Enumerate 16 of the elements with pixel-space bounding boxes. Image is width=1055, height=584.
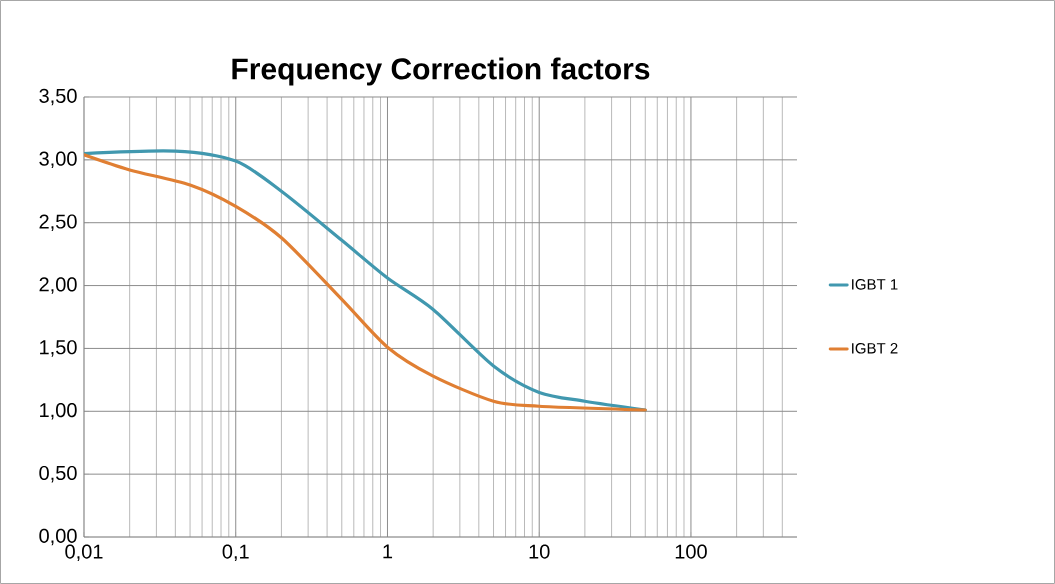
x-tick-label: 100 xyxy=(675,544,707,559)
legend-label: IGBT 2 xyxy=(852,342,898,354)
x-tick-label: 10 xyxy=(529,544,550,559)
x-tick-label: 1 xyxy=(383,544,393,559)
y-tick-label: 2,00 xyxy=(39,277,77,294)
y-tick-label: 0,50 xyxy=(39,465,77,483)
x-tick-label: 0,01 xyxy=(65,544,103,562)
legend-label: IGBT 1 xyxy=(852,279,898,290)
y-tick-label: 3,50 xyxy=(39,88,77,106)
y-tick-label: 1,00 xyxy=(40,403,77,420)
y-tick-label: 3,00 xyxy=(39,151,77,169)
x-tick-label: 0,1 xyxy=(222,544,249,562)
y-tick-label: 2,50 xyxy=(39,214,77,231)
y-tick-label: 1,50 xyxy=(40,340,77,357)
chart-title: Frequency Correction factors xyxy=(232,57,650,86)
y-tick-label: 0,00 xyxy=(39,528,77,546)
